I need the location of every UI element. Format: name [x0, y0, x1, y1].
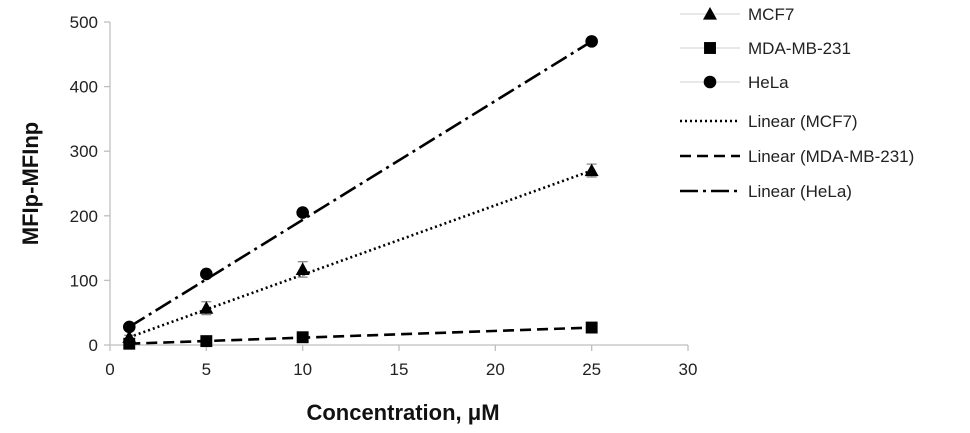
legend-marker-mcf7	[703, 7, 717, 20]
legend-label: HeLa	[748, 73, 789, 92]
legend-label: Linear (MDA-MB-231)	[748, 147, 914, 166]
y-tick-label: 200	[70, 207, 98, 226]
y-axis-title: MFIp-MFInp	[18, 122, 43, 245]
y-tick-label: 300	[70, 142, 98, 161]
data-point-mda-mb-231	[123, 337, 136, 350]
legend-marker-mda-mb-231	[704, 42, 716, 54]
x-tick-label: 0	[105, 360, 114, 379]
legend-label: MDA-MB-231	[748, 39, 851, 58]
x-tick-label: 25	[582, 360, 601, 379]
y-tick-label: 500	[70, 13, 98, 32]
data-point-mcf7	[295, 262, 310, 276]
data-point-mda-mb-231	[585, 321, 598, 334]
data-point-mcf7	[199, 301, 214, 314]
x-tick-label: 30	[679, 360, 698, 379]
legend-label: Linear (MCF7)	[748, 112, 858, 131]
trendline-hela	[128, 40, 593, 329]
x-axis-title: Concentration, μM	[306, 400, 499, 425]
x-tick-label: 15	[390, 360, 409, 379]
legend-label: MCF7	[748, 5, 794, 24]
data-point-mda-mb-231	[200, 335, 213, 348]
data-point-hela	[122, 320, 136, 334]
data-point-hela	[585, 35, 598, 48]
y-tick-label: 100	[70, 271, 98, 290]
trendline-mcf7	[128, 169, 593, 339]
trendline-mda-mb-231	[129, 326, 592, 346]
data-point-hela	[200, 267, 213, 281]
data-point-mcf7	[584, 163, 599, 177]
x-tick-label: 10	[293, 360, 312, 379]
y-tick-label: 400	[70, 78, 98, 97]
x-tick-label: 5	[202, 360, 211, 379]
legend-marker-hela	[703, 75, 717, 89]
x-tick-label: 20	[486, 360, 505, 379]
data-point-mda-mb-231	[296, 331, 309, 344]
y-tick-label: 0	[89, 336, 98, 355]
legend-label: Linear (HeLa)	[748, 182, 852, 201]
data-point-hela	[296, 206, 309, 219]
